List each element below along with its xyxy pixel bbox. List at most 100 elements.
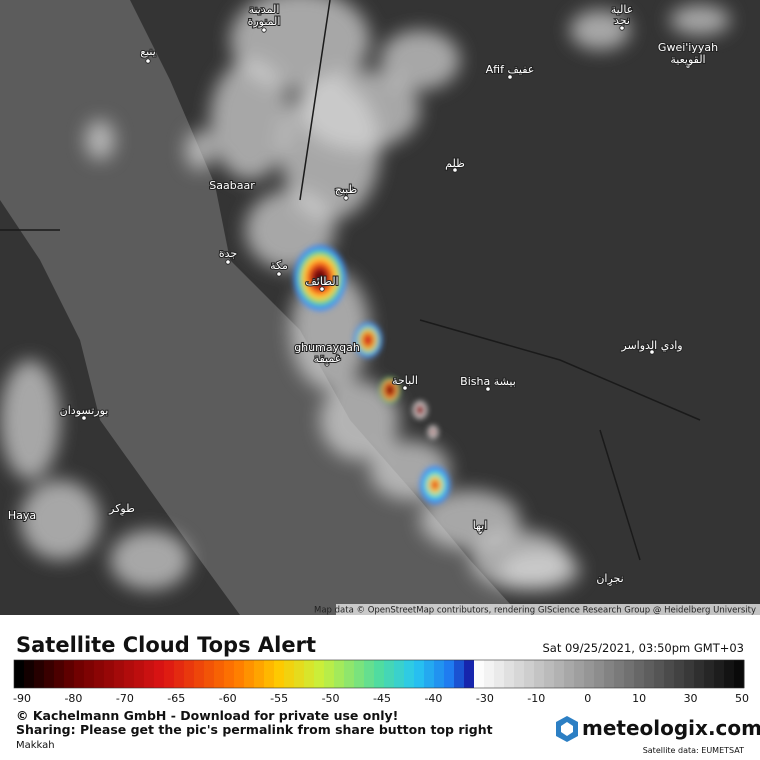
place-label: القويعية [670,53,705,66]
colorbar-cell [104,660,115,688]
colorbar-cell [14,660,25,688]
colorbar-cell [144,660,155,688]
place-label: نجد [614,14,630,27]
red-sea [0,0,520,615]
cloud [380,30,460,90]
place-label: ينبع [140,45,156,58]
place-label: بورتسودان [60,404,109,417]
colorbar-cell [294,660,305,688]
sharing-note: Sharing: Please get the pic's permalink … [16,722,493,737]
colorbar-cell [434,660,445,688]
place-label: مكة [270,259,288,272]
colorbar-cell [244,660,255,688]
colorbar-cell [544,660,555,688]
place-label: نجران [596,572,623,585]
storm-cells [294,245,450,504]
colorbar-cell [404,660,415,688]
place-dot [685,63,691,69]
colorbar-cell [504,660,515,688]
colorbar-cell [134,660,145,688]
colorbar-tick-label: -90 [13,692,31,705]
place-label: ظلم [445,157,465,170]
colorbar-cell [324,660,335,688]
colorbar-cell [514,660,525,688]
colorbar-tick-label: -80 [64,692,82,705]
colorbar-cell [54,660,65,688]
colorbar-cell [234,660,245,688]
colorbar-cell [314,660,325,688]
colorbar-cell [614,660,625,688]
place-label: وادي الدواسر [620,339,682,352]
colorbar-cell [474,660,485,688]
colorbar-cell [704,660,715,688]
colorbar-cell [194,660,205,688]
cloud [20,480,100,560]
place-label: غميقة [314,352,341,365]
cloud [110,530,190,590]
place-label: طوكر [108,502,135,515]
place-label: عالية [611,3,633,16]
colorbar-tick-label: -55 [270,692,288,705]
place-label: المنورة [248,15,281,28]
colorbar-cell [384,660,395,688]
colorbar-cell [64,660,75,688]
cloud [320,380,400,460]
colorbar-cell [34,660,45,688]
colorbar-tick-label: 50 [735,692,749,705]
colorbar-tick-label: -30 [476,692,494,705]
clouds [0,0,730,590]
data-source: Satellite data: EUMETSAT [643,746,744,755]
place-label: الطائف [305,275,338,288]
colorbar-cell [574,660,585,688]
place-dot [145,58,151,64]
place-dot [607,581,613,587]
colorbar-cell [524,660,535,688]
colorbar-tick-label: -70 [116,692,134,705]
colorbar-cell [734,660,745,688]
logo[interactable]: meteologix.com [556,716,760,742]
colorbar-cell [494,660,505,688]
cloud [500,550,580,590]
colorbar-frame [13,659,745,689]
place-label: ظبيح [335,183,358,196]
storm-cell [415,403,425,417]
place-label: Afif عفيف [486,63,535,76]
place-label: Saabaar [209,179,255,192]
place-dot [485,386,491,392]
storm-cell [431,480,439,490]
logo-icon-inner [561,722,573,736]
colorbar-tick-label: -65 [167,692,185,705]
colorbar-cell [374,660,385,688]
place-dot [507,74,513,80]
colorbar-cell [304,660,315,688]
colorbar-cell [674,660,685,688]
colorbar-cell [484,660,495,688]
colorbar-cell [454,660,465,688]
colorbar-cell [654,660,665,688]
place-dot [261,27,267,33]
colorbar-cell [554,660,565,688]
place-label: Gwei'iyyah [658,41,718,54]
place-dot [225,259,231,265]
colorbar-cell [44,660,55,688]
colorbar-cell [414,660,425,688]
place-dot [649,349,655,355]
colorbar-tick-label: -50 [322,692,340,705]
colorbar-cell [664,660,675,688]
colorbar-cell [154,660,165,688]
colorbar-cell [174,660,185,688]
place-dot [324,361,330,367]
attribution[interactable]: Map data © OpenStreetMap contributors, r… [314,606,756,616]
colorbar-cell [184,660,195,688]
logo-text: meteologix.com [582,716,760,740]
colorbar-cell [584,660,595,688]
location: Makkah [16,740,55,751]
timestamp: Sat 09/25/2021, 03:50pm GMT+03 [542,641,744,655]
place-dot [477,529,483,535]
colorbar-tick-label: -40 [424,692,442,705]
colorbar-cell [394,660,405,688]
storm-cell [385,383,395,397]
